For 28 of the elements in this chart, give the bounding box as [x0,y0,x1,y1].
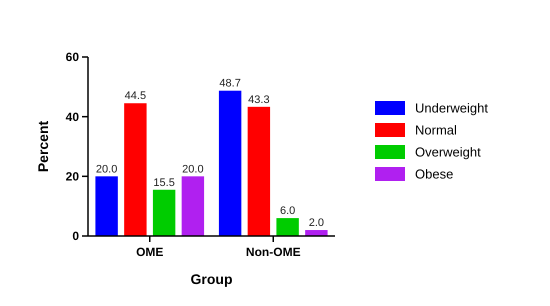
data-label: 2.0 [308,217,324,230]
bar [218,90,242,236]
legend-label: Overweight [415,144,482,160]
data-label: 43.3 [248,94,270,106]
bar [276,218,299,236]
data-label: 20.0 [96,163,118,176]
y-tick-label: 60 [66,50,80,64]
bar [152,190,176,236]
bar [182,176,204,236]
y-tick-label: 20 [66,170,80,184]
data-label: 48.7 [219,78,241,90]
x-tick-label: Non-OME [246,245,301,259]
data-label: 6.0 [280,205,296,218]
x-axis-title: Group [190,271,232,287]
y-tick-label: 0 [72,229,80,244]
legend-label: Normal [415,122,458,138]
data-label: 20.0 [182,163,204,176]
y-tick-label: 40 [66,110,80,124]
bar [124,103,147,236]
legend-label: Obese [415,166,454,182]
bar [305,230,328,236]
x-tick-label: OME [136,245,164,259]
data-label: 15.5 [153,176,175,189]
bar [95,176,118,236]
bar [248,106,270,236]
legend-label: Underweight [415,100,488,116]
y-axis-title: Percent [35,120,51,172]
data-label: 44.5 [124,90,146,102]
